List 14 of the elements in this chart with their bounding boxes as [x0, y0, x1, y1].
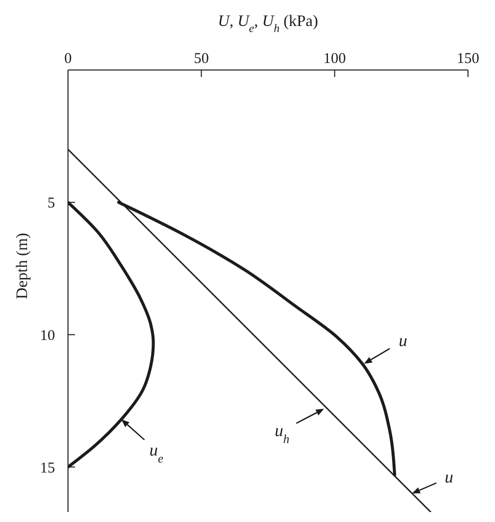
x-tick-label: 150 [456, 51, 480, 67]
annotation: u [398, 330, 408, 350]
y-tick-label: 10 [40, 328, 55, 344]
line-series [117, 200, 396, 476]
x-axis-title: U, U$_{e}$, U$_{h}$ (kPa) [218, 13, 318, 35]
y-tick-label: 5 [48, 196, 55, 212]
y-axis-title: Depth (m) [14, 232, 31, 300]
annotation: u$_{h}$ [274, 420, 290, 446]
annotation: u [444, 467, 454, 486]
y-tick-label: 15 [40, 460, 55, 476]
annotation: u$_{e}$ [149, 440, 164, 466]
x-tick-label: 0 [64, 51, 72, 67]
x-tick-label: 100 [323, 51, 346, 67]
x-tick-label: 50 [194, 51, 209, 67]
